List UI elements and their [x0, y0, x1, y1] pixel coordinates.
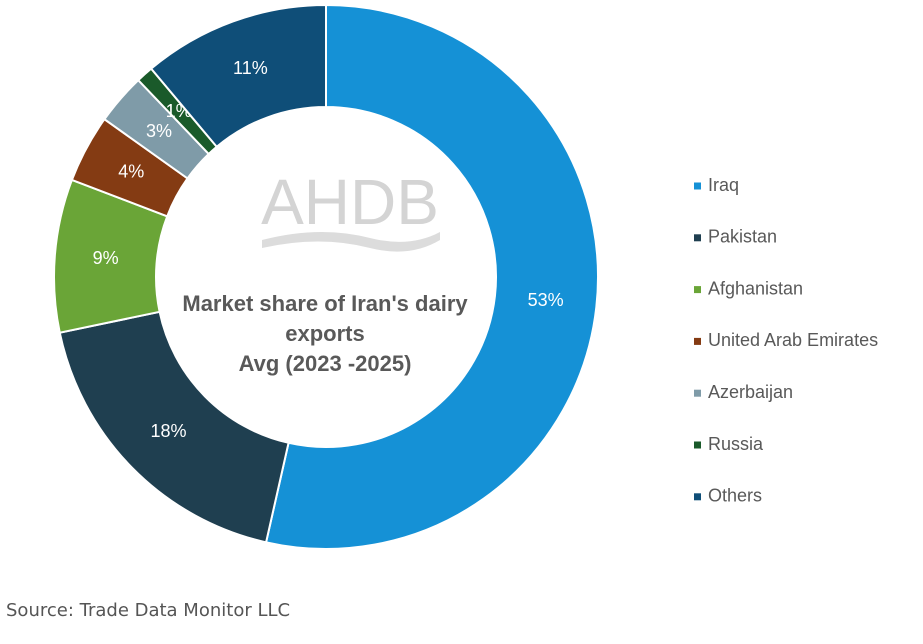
source: Source: Trade Data Monitor LLC	[6, 600, 291, 621]
slice	[264, 3, 599, 550]
data-label: 53%	[528, 290, 564, 310]
legend-label: Others	[708, 486, 762, 506]
legend-swatch	[694, 234, 701, 242]
title-block: Market share of Iran's dairy exports Avg…	[145, 289, 505, 379]
legend-label: Azerbaijan	[708, 382, 793, 402]
legend-label: Iraq	[708, 175, 739, 195]
legend-swatch	[694, 493, 701, 501]
legend-swatch	[694, 286, 701, 294]
watermark: AHDB	[261, 166, 439, 238]
chart-title: Market share of Iran's dairy exports	[182, 291, 468, 346]
legend-swatch	[694, 337, 701, 345]
slice	[149, 3, 327, 149]
legend-label: United Arab Emirates	[708, 330, 878, 350]
slice	[58, 310, 290, 544]
data-label: 3%	[146, 121, 172, 141]
legend-swatch	[694, 441, 701, 449]
chart: AHDB 53%18%9%4%3%1%11%IraqPakistanAfghan…	[53, 3, 878, 550]
data-label: 4%	[118, 161, 144, 181]
legend-label: Pakistan	[708, 227, 777, 247]
legend-label: Russia	[708, 434, 764, 454]
watermark-swoosh	[262, 231, 440, 252]
data-label: 11%	[233, 58, 268, 78]
data-label: 9%	[93, 248, 119, 268]
legend-label: Afghanistan	[708, 278, 803, 298]
legend-swatch	[694, 182, 701, 190]
data-label: 18%	[150, 421, 186, 441]
chart-subtitle: Avg (2023 -2025)	[238, 351, 412, 376]
legend-swatch	[694, 389, 701, 397]
